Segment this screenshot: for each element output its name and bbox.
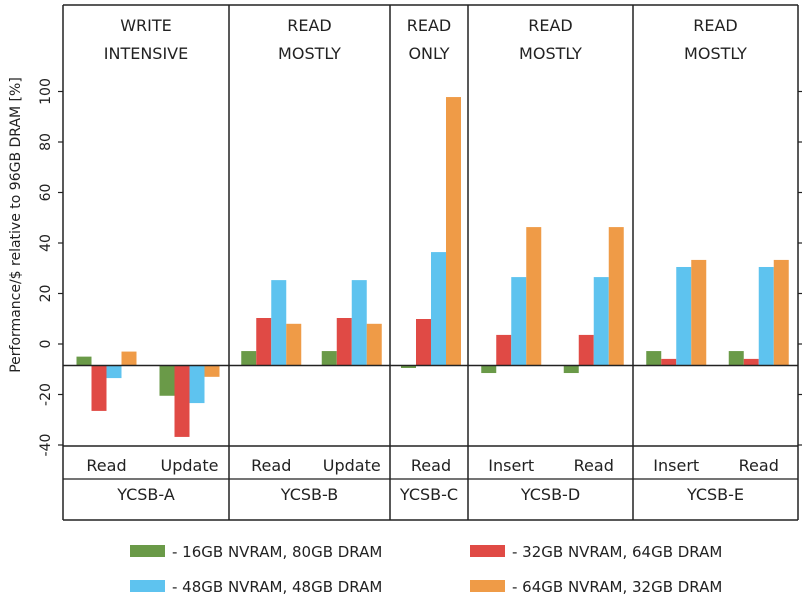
legend-label: - 48GB NVRAM, 48GB DRAM <box>172 578 382 596</box>
bar <box>286 323 302 366</box>
y-tick-label: -40 <box>38 434 54 457</box>
bar <box>593 277 609 366</box>
y-tick-label: 40 <box>38 234 54 252</box>
bar <box>728 351 744 366</box>
workload-label: YCSB-B <box>280 485 338 504</box>
operation-label: Read <box>251 456 291 475</box>
panel-header: INTENSIVE <box>104 44 188 63</box>
legend-label: - 32GB NVRAM, 64GB DRAM <box>512 543 722 561</box>
bar <box>608 227 624 366</box>
bar <box>481 365 497 374</box>
panel-header: MOSTLY <box>278 44 341 63</box>
operation-label: Read <box>86 456 126 475</box>
operation-label: Read <box>574 456 614 475</box>
panel-header: WRITE <box>120 16 172 35</box>
y-tick-label: -20 <box>38 383 54 406</box>
bar <box>691 259 707 366</box>
workload-label: YCSB-E <box>686 485 744 504</box>
bar <box>526 227 542 366</box>
workload-label: YCSB-D <box>520 485 580 504</box>
bar <box>646 351 662 366</box>
y-tick-label: 60 <box>38 184 54 202</box>
bar <box>676 266 692 366</box>
bar <box>578 334 594 366</box>
bar <box>241 351 257 366</box>
bar <box>758 266 774 366</box>
bar <box>106 365 122 379</box>
bar <box>271 280 287 366</box>
legend-swatch <box>130 580 165 592</box>
bar <box>91 365 107 411</box>
panel-header: MOSTLY <box>519 44 582 63</box>
y-tick-label: 0 <box>38 340 54 349</box>
bar <box>773 259 789 366</box>
operation-label: Insert <box>653 456 699 475</box>
legend-swatch <box>470 545 505 557</box>
bar <box>431 252 446 366</box>
panel-header: READ <box>407 16 452 35</box>
bar <box>366 323 382 366</box>
panel-header: READ <box>693 16 738 35</box>
y-tick-label: 100 <box>38 78 54 105</box>
bar <box>416 319 431 366</box>
panel-header: ONLY <box>408 44 449 63</box>
y-axis-label: Performance/$ relative to 96GB DRAM [%] <box>8 77 24 373</box>
operation-label: Read <box>739 456 779 475</box>
bar <box>563 365 579 374</box>
bar <box>661 358 677 366</box>
bar <box>256 317 272 366</box>
legend-label: - 64GB NVRAM, 32GB DRAM <box>512 578 722 596</box>
bar <box>121 351 137 366</box>
legend-swatch <box>470 580 505 592</box>
bar <box>743 358 759 366</box>
bar <box>189 365 205 404</box>
workload-label: YCSB-A <box>116 485 175 504</box>
bar <box>321 351 337 366</box>
operation-label: Update <box>323 456 381 475</box>
operation-label: Insert <box>488 456 534 475</box>
bar <box>446 97 461 366</box>
bar <box>159 365 175 396</box>
panel-header: READ <box>287 16 332 35</box>
y-tick-label: 20 <box>38 285 54 303</box>
workload-label: YCSB-C <box>399 485 458 504</box>
legend-label: - 16GB NVRAM, 80GB DRAM <box>172 543 382 561</box>
bar <box>351 280 367 366</box>
panel-header: READ <box>528 16 573 35</box>
operation-label: Read <box>411 456 451 475</box>
bar <box>76 356 92 366</box>
y-tick-label: 80 <box>38 133 54 151</box>
legend-swatch <box>130 545 165 557</box>
bar <box>174 365 190 437</box>
bar <box>336 317 352 366</box>
bar <box>401 365 416 368</box>
bar <box>204 365 220 377</box>
panel-header: MOSTLY <box>684 44 747 63</box>
operation-label: Update <box>161 456 219 475</box>
bar <box>496 334 512 366</box>
bar <box>511 277 527 366</box>
